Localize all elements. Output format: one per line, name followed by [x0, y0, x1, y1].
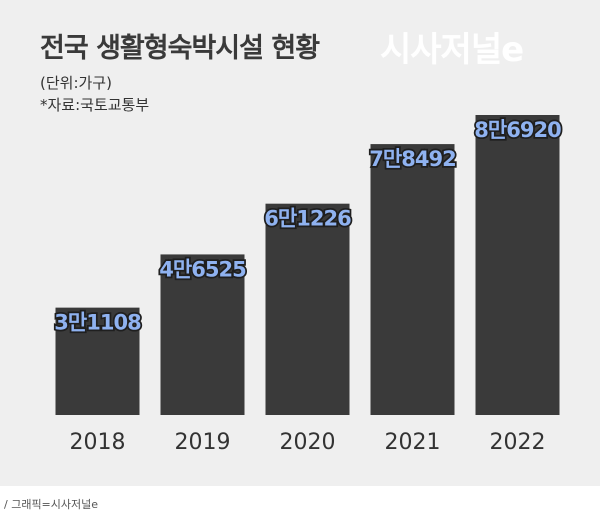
chart-title: 전국 생활형숙박시설 현황 [40, 33, 320, 64]
x-tick-label-2019: 2019 [175, 430, 231, 455]
data-label-2022: 8만6920 [474, 118, 561, 142]
x-tick-label-2020: 2020 [280, 430, 336, 455]
source-note: *자료:국토교통부 [40, 96, 150, 114]
x-tick-label-2021: 2021 [385, 430, 441, 455]
bar-2021 [370, 144, 455, 416]
graphic-credit: / 그래픽=시사저널e [4, 498, 99, 511]
bar-2022 [475, 115, 560, 415]
bar-2020 [265, 203, 350, 415]
x-tick-label-2018: 2018 [70, 430, 126, 455]
data-label-2020: 6만1226 [264, 207, 351, 231]
bar-2019 [160, 254, 245, 415]
data-label-2019: 4만6525 [159, 257, 246, 281]
unit-note: (단위:가구) [40, 74, 112, 92]
x-tick-label-2022: 2022 [490, 430, 546, 455]
bar-2018 [55, 307, 140, 415]
bar-chart: 3만1108 2018 4만6525 2019 6만1226 2020 7만8492 2021… [53, 115, 564, 455]
data-label-2021: 7만8492 [369, 147, 455, 171]
watermark-logo: 시사저널e [380, 30, 524, 70]
data-label-2018: 3만1108 [54, 311, 141, 335]
